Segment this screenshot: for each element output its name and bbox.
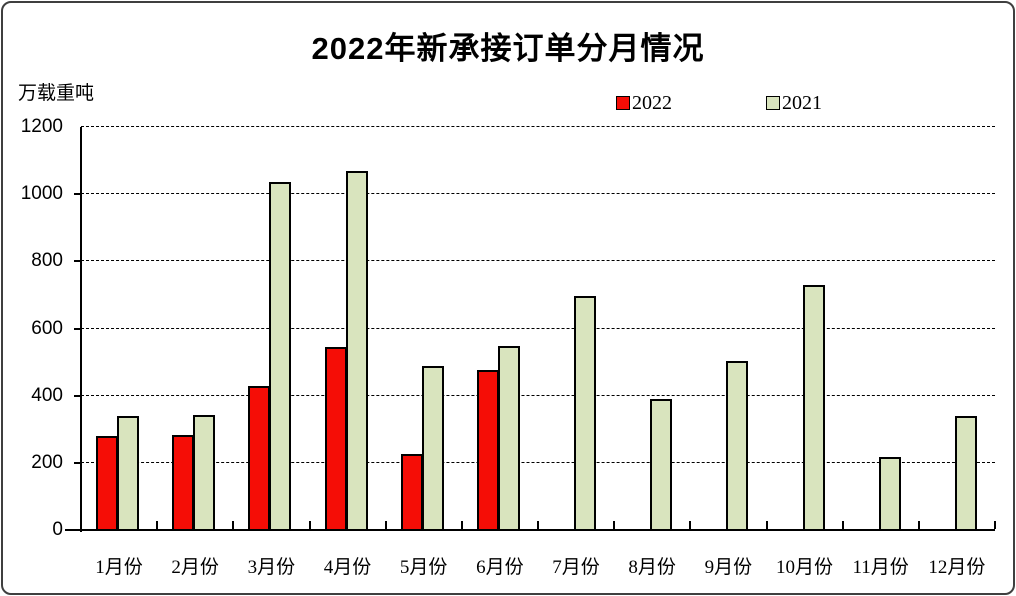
gridline-1200 (81, 126, 995, 127)
gridline-200 (81, 461, 995, 463)
bar-2021-m1 (117, 416, 139, 531)
x-axis-tick (156, 521, 159, 529)
x-axis-label: 6月份 (476, 557, 524, 578)
bar-2021-m6 (497, 345, 520, 531)
bar-2021-m5 (421, 365, 444, 531)
x-axis-line (65, 529, 995, 531)
x-axis-label: 11月份 (852, 557, 909, 578)
x-axis-tick (537, 521, 539, 529)
x-axis-tick (308, 521, 311, 529)
chart-title: 2022年新承接订单分月情况 (311, 31, 705, 66)
x-axis-label: 9月份 (704, 557, 753, 578)
y-axis-tick (74, 461, 81, 464)
y-axis-tick (74, 327, 81, 330)
bar-2022-m3 (248, 385, 271, 531)
gridline-600 (81, 327, 995, 329)
x-axis-label: 5月份 (399, 557, 448, 578)
bar-2022-m2 (172, 434, 195, 531)
y-axis-tick-label: 0 (52, 519, 63, 540)
bar-2022-m4 (324, 346, 347, 531)
x-axis-tick (460, 521, 463, 529)
bar-2022-m5 (400, 453, 423, 531)
bar-2021-m4 (345, 171, 368, 531)
bar-2021-m10 (802, 284, 825, 531)
y-axis-tick (74, 260, 81, 263)
y-axis-tick (74, 193, 81, 196)
bar-2021-m2 (193, 415, 216, 531)
bar-2021-m8 (650, 399, 673, 531)
x-axis-label: 4月份 (323, 557, 372, 578)
y-axis-tick-label: 600 (31, 317, 63, 339)
x-axis-label: 1月份 (95, 557, 143, 578)
bar-2021-m3 (269, 182, 292, 531)
y-axis-tick-label: 1000 (20, 183, 63, 205)
x-axis-label: 8月份 (628, 557, 676, 578)
bar-2022-m6 (476, 370, 499, 531)
plot-area: 0 200 400 600 800 1000 1200 1月份 2月份 3月份 4月份 5月份 6月份 7… (3, 3, 1013, 593)
gridline-800 (81, 260, 995, 262)
x-axis-label: 7月份 (552, 557, 600, 578)
x-axis-tick (689, 521, 692, 529)
gridline-1000 (81, 193, 995, 195)
bar-2021-m7 (574, 295, 596, 531)
y-axis-tick-label: 400 (31, 384, 63, 406)
x-axis-label: 10月份 (775, 557, 833, 578)
y-axis-tick-label: 1200 (20, 116, 63, 137)
y-axis-tick-label: 800 (31, 250, 63, 272)
bar-2021-m9 (726, 360, 749, 531)
x-axis-tick (994, 521, 996, 529)
x-axis-label: 12月份 (928, 557, 986, 578)
x-axis-tick (384, 521, 387, 529)
bar-2021-m11 (878, 457, 901, 531)
y-axis-line (80, 127, 82, 532)
y-axis-tick-label: 200 (31, 451, 63, 473)
x-axis-tick (765, 521, 768, 529)
gridline-400 (81, 394, 995, 396)
x-axis-tick (917, 521, 920, 529)
y-axis-unit-label: 万载重吨 (18, 83, 95, 104)
x-axis-label: 3月份 (247, 557, 296, 578)
x-axis-tick (232, 521, 235, 529)
y-axis-tick (74, 394, 81, 397)
bar-2022-m1 (96, 435, 118, 531)
x-axis-tick (841, 521, 844, 529)
x-axis-tick (613, 521, 616, 529)
bar-2021-m12 (954, 415, 977, 531)
x-axis-label: 2月份 (171, 557, 219, 578)
